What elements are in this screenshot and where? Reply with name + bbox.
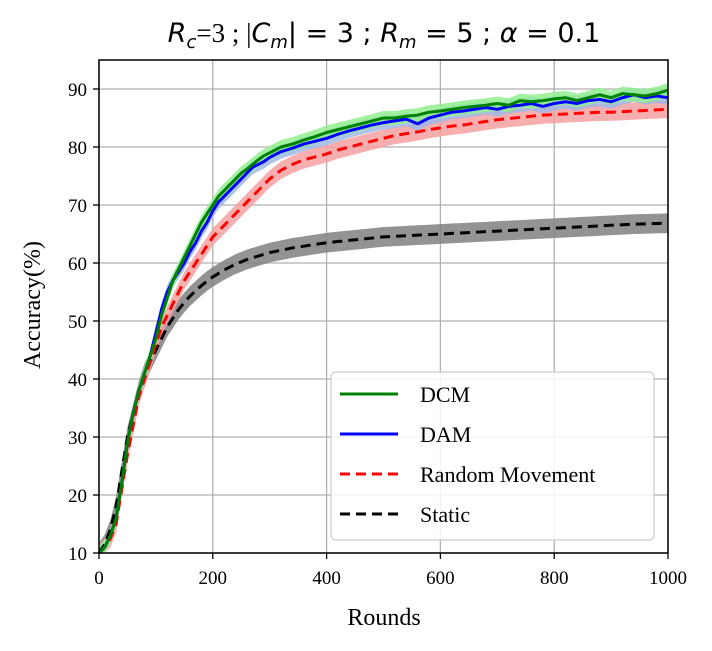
x-tick-label: 600: [426, 568, 455, 589]
x-tick-label: 800: [540, 568, 569, 589]
y-tick-label: 10: [68, 544, 87, 565]
y-tick-label: 40: [68, 370, 87, 391]
y-tick-label: 20: [68, 486, 87, 507]
plot-frame: [98, 59, 669, 554]
y-tick-label: 70: [68, 196, 87, 217]
y-axis-label: Accuracy(%): [20, 241, 46, 369]
static-line: [97, 221, 669, 554]
dam-line: [97, 93, 669, 555]
y-tick-label: 60: [68, 254, 87, 275]
series-lines: [97, 88, 669, 555]
x-tick-label: 0: [94, 568, 104, 589]
confidence-bands: [99, 83, 668, 553]
x-tick-label: 400: [312, 568, 341, 589]
chart-title: Rc=3 ; |Cm| = 3 ; Rm = 5 ; α = 0.1: [168, 18, 601, 53]
x-axis-label: Rounds: [347, 605, 420, 631]
legend-box: [330, 371, 655, 541]
legend-label: Static: [420, 502, 470, 527]
legend: DCM DAM Random Movement Static: [330, 371, 655, 541]
legend-label: DAM: [420, 422, 471, 447]
y-tick-label: 30: [68, 428, 87, 449]
legend-label: Random Movement: [420, 462, 595, 487]
y-tick-label: 50: [68, 312, 87, 333]
x-tick-label: 200: [199, 568, 228, 589]
y-tick-label: 90: [68, 80, 87, 101]
x-tick-label: 1000: [649, 568, 687, 589]
dcm-line: [97, 88, 669, 555]
random-movement-band: [99, 100, 668, 553]
random-movement-line: [97, 107, 669, 555]
ticks: 0 200 400 600 800 1000 10 20 30 40 50 60 70 80 90: [68, 80, 687, 589]
legend-label: DCM: [420, 382, 470, 407]
y-tick-label: 80: [68, 138, 87, 159]
